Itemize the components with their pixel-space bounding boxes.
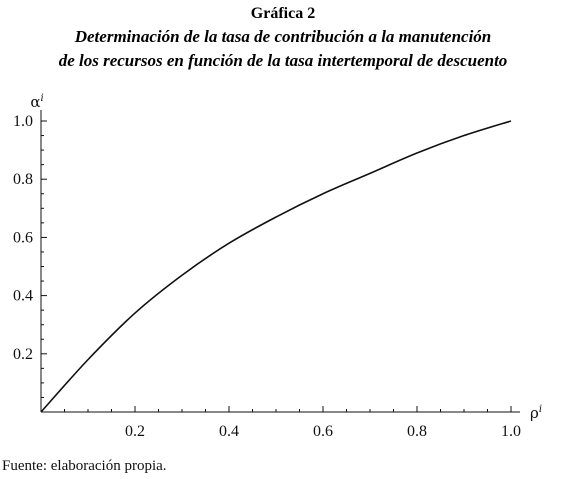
y-tick-label: 0.2 xyxy=(13,346,33,363)
chart-subtitle-line2: de los recursos en función de la tasa in… xyxy=(59,51,508,70)
chart-title: Gráfica 2 xyxy=(251,5,315,22)
x-tick-label: 1.0 xyxy=(501,423,521,440)
x-tick-label: 0.6 xyxy=(313,423,333,440)
y-tick-label: 0.8 xyxy=(13,171,33,188)
y-axis-superscript: i xyxy=(40,93,43,104)
x-axis-label: ρi xyxy=(530,404,542,422)
x-tick-label: 0.2 xyxy=(125,423,145,440)
y-axis-label: αi xyxy=(30,93,43,111)
series-line xyxy=(40,120,512,413)
x-axis-symbol: ρ xyxy=(530,404,539,422)
y-axis-symbol: α xyxy=(30,93,40,111)
y-ticks: 0.2 0.4 0.6 0.8 1.0 xyxy=(13,113,47,398)
y-tick-label: 1.0 xyxy=(13,113,33,130)
chart-title-text: Gráfica 2 xyxy=(251,5,315,22)
x-axis-superscript: i xyxy=(539,404,542,415)
x-ticks: 0.2 0.4 0.6 0.8 1.0 xyxy=(64,406,521,440)
y-tick-label: 0.6 xyxy=(13,229,33,246)
plot-area: 0.2 0.4 0.6 0.8 1.0 0.2 0.4 0.6 0.8 1.0 xyxy=(13,110,521,440)
x-tick-label: 0.8 xyxy=(407,423,427,440)
source-note: Fuente: elaboración propia. xyxy=(2,458,167,474)
y-tick-label: 0.4 xyxy=(13,288,33,305)
chart-subtitle-line1: Determinación de la tasa de contribución… xyxy=(74,27,492,46)
x-tick-label: 0.4 xyxy=(219,423,239,440)
